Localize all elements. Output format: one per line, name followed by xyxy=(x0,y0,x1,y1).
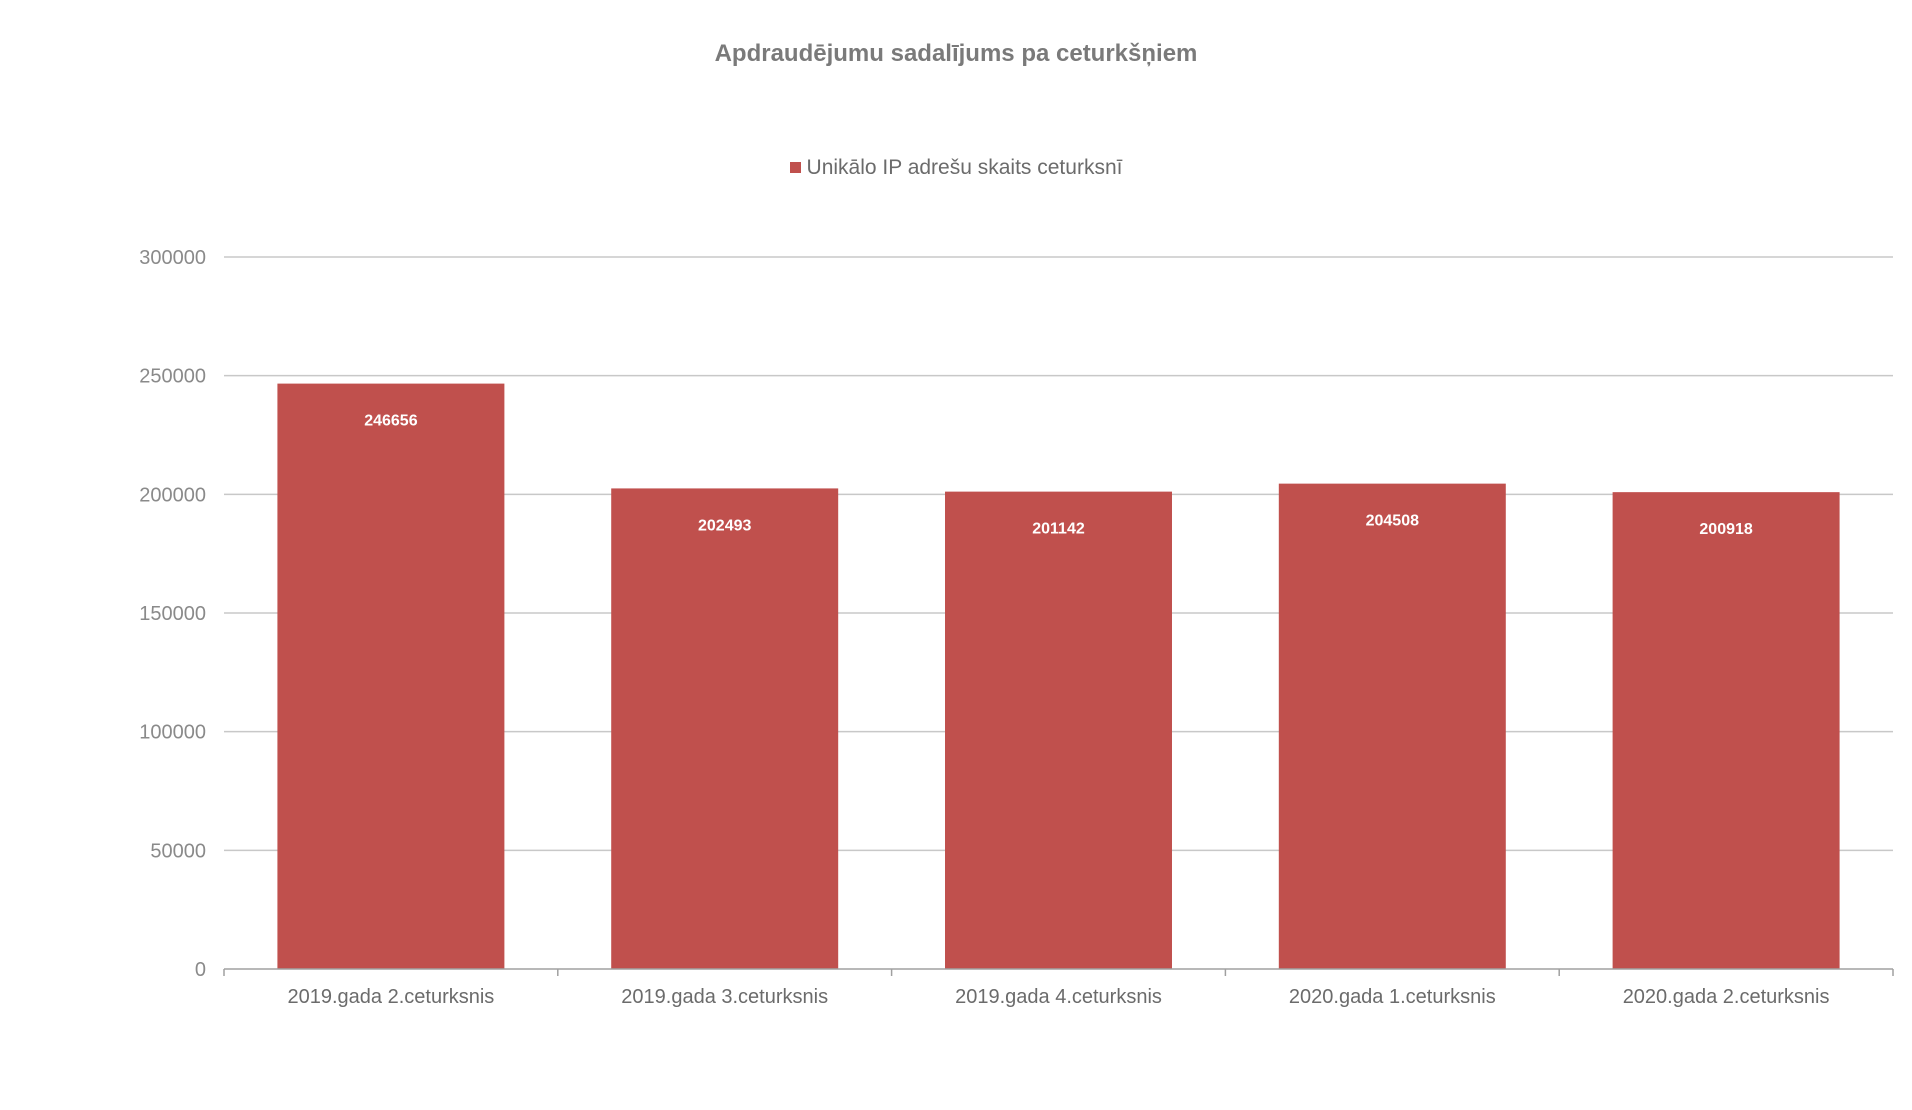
x-tick-label: 2020.gada 1.ceturksnis xyxy=(1289,986,1496,1008)
x-tick-label: 2019.gada 2.ceturksnis xyxy=(287,986,494,1008)
axes xyxy=(223,968,1894,976)
data-label: 201142 xyxy=(1032,521,1085,538)
y-tick-label: 50000 xyxy=(150,840,206,862)
chart-title: Apdraudējumu sadalījums pa ceturkšņiem xyxy=(714,40,1198,67)
bars xyxy=(277,383,1840,969)
y-tick-label: 300000 xyxy=(139,247,206,269)
bar xyxy=(277,383,505,969)
bar xyxy=(1278,483,1506,969)
x-tick-label: 2019.gada 4.ceturksnis xyxy=(955,986,1162,1008)
bar xyxy=(945,491,1172,969)
legend-label: Unikālo IP adrešu skaits ceturksnī xyxy=(806,156,1123,179)
y-tick-label: 150000 xyxy=(139,603,206,625)
legend-swatch xyxy=(789,162,801,173)
y-tick-label: 100000 xyxy=(139,722,206,744)
x-tick-label: 2020.gada 2.ceturksnis xyxy=(1623,986,1830,1008)
y-tick-label: 250000 xyxy=(139,366,206,388)
data-label: 246656 xyxy=(364,413,417,430)
legend: Unikālo IP adrešu skaits ceturksnī xyxy=(0,156,1912,180)
x-tick-label: 2019.gada 3.ceturksnis xyxy=(621,986,828,1008)
bar xyxy=(1612,492,1840,969)
labels: 0 50000 100000 150000 200000 250000 300000 2466… xyxy=(139,247,1829,1008)
data-label: 200918 xyxy=(1699,521,1752,538)
y-tick-label: 200000 xyxy=(139,484,206,506)
data-label: 204508 xyxy=(1366,513,1419,530)
y-tick-label: 0 xyxy=(195,959,206,981)
bar xyxy=(611,488,839,969)
data-label: 202493 xyxy=(698,517,751,534)
